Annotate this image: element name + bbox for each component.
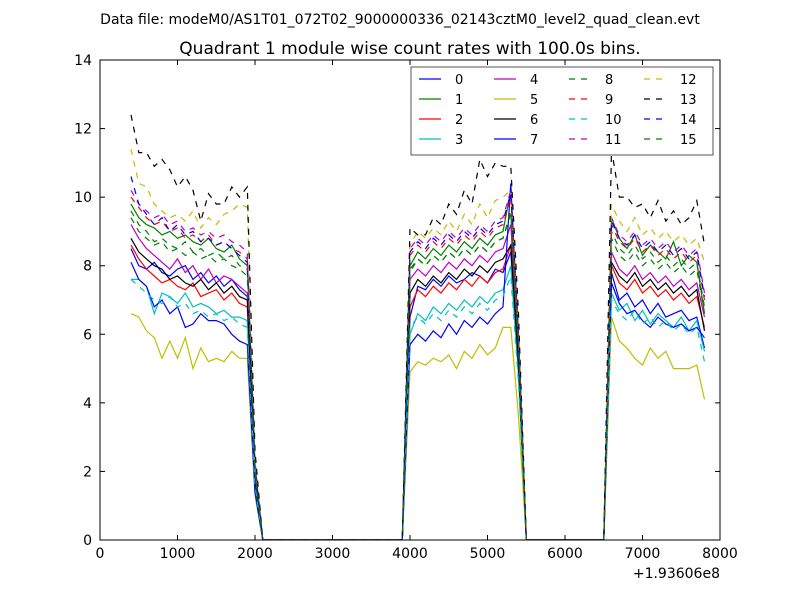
series-line-13	[130, 114, 706, 540]
x-tick-label: 0	[96, 546, 105, 562]
legend-label-11: 11	[605, 133, 622, 148]
series-line-9	[130, 196, 706, 540]
series-line-12	[130, 148, 706, 540]
series-line-2	[130, 244, 706, 540]
x-tick-label: 3000	[315, 546, 351, 562]
y-tick-label: 12	[74, 122, 92, 138]
legend-label-5: 5	[530, 93, 538, 108]
series-line-0	[130, 248, 706, 540]
y-tick-label: 14	[74, 53, 92, 69]
legend-label-7: 7	[530, 133, 538, 148]
x-tick-label: 6000	[547, 546, 583, 562]
series-line-15	[130, 214, 706, 540]
legend-label-14: 14	[680, 113, 697, 128]
series-line-3	[131, 265, 706, 540]
legend-label-13: 13	[680, 93, 697, 108]
series-line-5	[130, 313, 706, 540]
series-line-7	[130, 183, 705, 540]
x-tick-label: 8000	[702, 546, 738, 562]
series-line-8	[130, 210, 706, 540]
x-tick-label: 7000	[625, 546, 661, 562]
legend-label-4: 4	[530, 73, 538, 88]
legend-label-3: 3	[455, 133, 463, 148]
legend-label-15: 15	[680, 133, 697, 148]
y-tick-label: 0	[83, 533, 92, 549]
legend-label-8: 8	[605, 73, 613, 88]
x-axis-offset-label: +1.93606e8	[633, 566, 720, 582]
legend-label-1: 1	[455, 93, 463, 108]
chart-title: Quadrant 1 module wise count rates with …	[179, 39, 640, 59]
y-tick-label: 4	[83, 396, 92, 412]
plot-area	[130, 114, 706, 540]
legend-label-2: 2	[455, 113, 463, 128]
legend-label-12: 12	[680, 73, 697, 88]
series-line-6	[130, 238, 706, 540]
legend-label-9: 9	[605, 93, 613, 108]
x-tick-label: 4000	[392, 546, 428, 562]
series-line-14	[130, 176, 706, 540]
y-tick-label: 6	[83, 327, 92, 343]
x-tick-label: 5000	[470, 546, 506, 562]
y-tick-label: 8	[83, 259, 92, 275]
axes: 0 1000 2000 3000 4000 5000 6000 7000 80000246810…	[74, 53, 738, 562]
x-tick-label: 1000	[160, 546, 196, 562]
series-line-10	[130, 275, 706, 540]
figure-suptitle: Data file: modeM0/AS1T01_072T02_90000003…	[100, 12, 700, 28]
y-tick-label: 2	[83, 464, 92, 480]
x-tick-label: 2000	[237, 546, 273, 562]
legend-label-10: 10	[605, 113, 622, 128]
legend-label-0: 0	[455, 73, 463, 88]
legend-box	[410, 66, 714, 156]
legend-label-6: 6	[530, 113, 538, 128]
series-line-4	[130, 224, 706, 540]
y-tick-label: 10	[74, 190, 92, 206]
